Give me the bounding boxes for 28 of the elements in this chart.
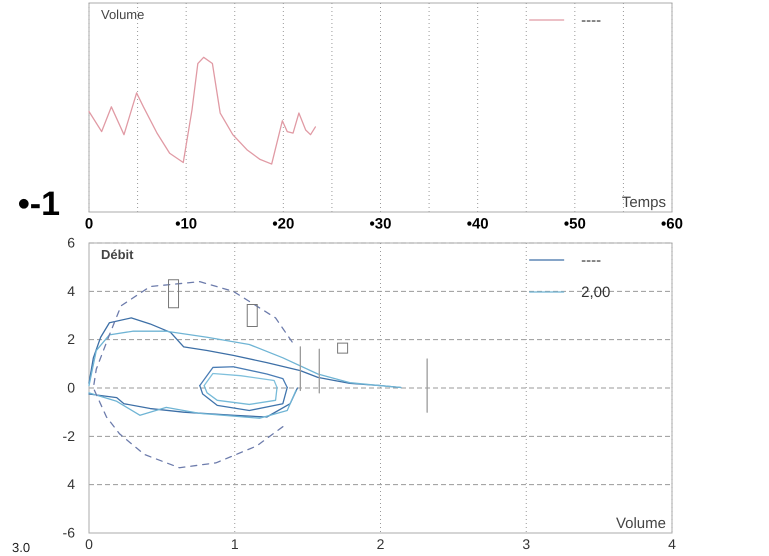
legend-label: ----	[581, 12, 602, 29]
x-tick-label: •50	[564, 216, 586, 233]
y-axis-title: Débit	[101, 247, 134, 262]
x-tick-label: 3	[522, 536, 530, 552]
x-tick-label: 2	[376, 536, 385, 552]
x-tick-label: 0	[84, 216, 94, 233]
x-tick-label: 0	[85, 536, 94, 552]
x-axis-title: Volume	[616, 515, 666, 532]
y-tick-label: 4	[67, 476, 76, 492]
x-tick-label: 4	[668, 536, 676, 552]
y-axis-title: Volume	[101, 7, 144, 22]
y-tick-label: 4	[67, 282, 76, 299]
legend-label: ----	[581, 252, 602, 269]
x-tick-label: •10	[175, 216, 198, 233]
x-tick-label: •30	[370, 216, 392, 233]
y-tick-label: 2	[67, 331, 76, 348]
x-tick-label: 1	[230, 536, 239, 552]
y-tick-label: -2	[62, 428, 76, 444]
text: •-1	[18, 185, 60, 223]
x-tick-label: •60	[661, 216, 683, 233]
y-tick-label: 0	[67, 379, 76, 396]
legend-label: 2,00	[581, 284, 610, 301]
text: 3.0	[12, 540, 30, 555]
y-tick-label: 6	[67, 234, 76, 250]
x-tick-label: •20	[272, 216, 294, 233]
x-tick-label: •40	[466, 216, 489, 233]
x-axis-title: Temps	[622, 194, 666, 211]
y-tick-label: -6	[62, 524, 76, 540]
